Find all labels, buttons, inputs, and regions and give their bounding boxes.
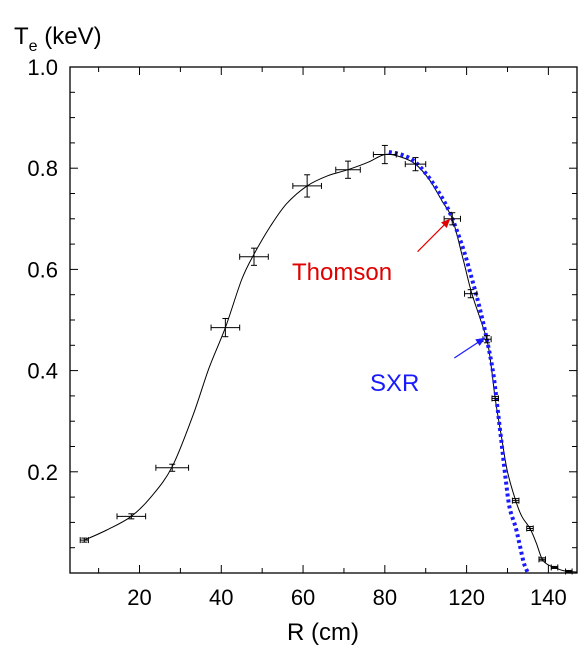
x-tick-label: 140 — [530, 585, 567, 610]
x-tick-labels: 20 40 60 80 120 140 — [127, 585, 566, 610]
thomson-data-point — [511, 497, 520, 504]
sxr-series-layer — [388, 150, 530, 574]
thomson-data-point — [335, 160, 361, 179]
annotations-layer: Thomson SXR — [292, 218, 486, 397]
thomson-data-point — [565, 568, 573, 575]
x-tick-label: 120 — [448, 585, 485, 610]
thomson-data-point — [372, 144, 397, 165]
x-axis-title: R (cm) — [287, 619, 359, 646]
axes-frame — [69, 66, 578, 574]
y-tick-label: 0.2 — [27, 460, 58, 485]
y-tick-label: 0.4 — [27, 359, 58, 384]
y-tick-label: 0.6 — [27, 257, 58, 282]
thomson-data-point — [443, 212, 461, 226]
x-tick-label: 40 — [209, 585, 233, 610]
thomson-points-layer — [79, 144, 573, 575]
thomson-data-point — [550, 564, 559, 571]
thomson-data-point — [210, 317, 241, 338]
y-tick-label: 0.8 — [27, 156, 58, 181]
x-tick-label: 60 — [291, 585, 315, 610]
thomson-data-point — [116, 513, 147, 520]
thomson-data-point — [538, 556, 547, 563]
y-tick-label: 1.0 — [27, 55, 58, 80]
axis-ticks — [70, 67, 577, 573]
thomson-data-point — [79, 537, 89, 544]
y-axis-title: Te (keV) — [14, 23, 102, 55]
thomson-data-point — [292, 174, 322, 198]
thomson-data-point — [464, 289, 478, 299]
thomson-data-point — [155, 463, 190, 472]
thomson-arrow-head — [441, 218, 451, 229]
thomson-data-point — [491, 395, 499, 402]
sxr-dotted-line — [388, 150, 530, 574]
y-tick-labels: 0.2 0.4 0.6 0.8 1.0 — [27, 55, 58, 485]
sxr-arrow-head — [475, 337, 486, 347]
thomson-data-point — [404, 157, 427, 172]
thomson-label: Thomson — [292, 259, 392, 286]
x-tick-label: 80 — [373, 585, 397, 610]
plot-frame — [69, 66, 578, 574]
thomson-fit-line — [84, 153, 578, 573]
thomson-data-point — [482, 335, 492, 344]
thomson-data-point — [239, 247, 269, 266]
x-tick-label: 20 — [127, 585, 151, 610]
sxr-label: SXR — [370, 370, 419, 397]
thomson-data-point — [526, 525, 534, 532]
thomson-fit-curve-layer — [84, 153, 578, 573]
